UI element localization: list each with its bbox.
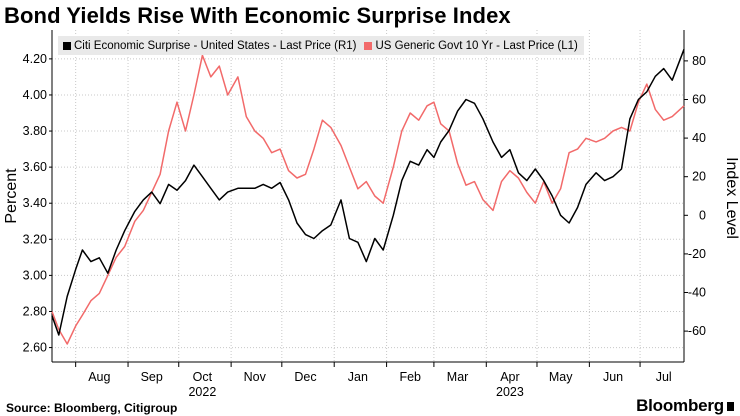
left-tick-label: 3.20	[23, 232, 47, 246]
left-tick-label: 3.80	[23, 124, 47, 138]
x-tick-label: Mar	[447, 370, 469, 384]
year-label: 2023	[496, 385, 524, 399]
x-tick-label: Apr	[500, 370, 519, 384]
right-tick-label: 0	[699, 208, 706, 222]
legend-item-yield: US Generic Govt 10 Yr - Last Price (L1)	[364, 39, 578, 52]
x-tick-label: May	[549, 370, 573, 384]
year-label: 2022	[188, 385, 216, 399]
left-tick-label: 4.00	[23, 88, 47, 102]
x-tick-label: Sep	[141, 370, 163, 384]
x-tick-label: Jul	[656, 370, 672, 384]
legend-swatch-yield	[364, 41, 373, 50]
brand-mark-icon	[727, 402, 734, 411]
right-tick-label: -40	[688, 286, 706, 300]
right-tick-label: 40	[692, 131, 706, 145]
x-tick-label: Aug	[88, 370, 110, 384]
x-tick-label: Jan	[348, 370, 368, 384]
x-axis-ticks: Aug Sep Oct Nov Dec Jan Feb Mar Apr May Jun Jul 2022…	[75, 362, 672, 399]
legend-swatch-citi	[63, 41, 71, 50]
legend-label-citi: Citi Economic Surprise - United States -…	[74, 39, 357, 52]
x-tick-label: Nov	[244, 370, 267, 384]
y-axis-label-left: Percent	[3, 168, 20, 224]
y-axis-label-right: Index Level	[723, 157, 740, 239]
legend-item-citi: Citi Economic Surprise - United States -…	[63, 40, 356, 52]
source-note: Source: Bloomberg, Citigroup	[6, 401, 178, 415]
x-tick-label: Dec	[294, 370, 316, 384]
left-tick-label: 3.40	[23, 196, 47, 210]
citi-surprise-line	[51, 49, 685, 336]
right-tick-label: -60	[688, 324, 706, 338]
chart-title: Bond Yields Rise With Economic Surprise …	[4, 3, 511, 28]
x-tick-label: Jun	[603, 370, 623, 384]
left-axis-ticks: 4.20 4.00 3.80 3.60 3.40 3.20 3.00 2.80 2.60	[23, 52, 52, 355]
legend-label-yield: US Generic Govt 10 Yr - Last Price (L1)	[375, 39, 578, 52]
x-tick-label: Feb	[399, 370, 421, 384]
right-tick-label: 80	[692, 54, 706, 68]
left-tick-label: 3.60	[23, 160, 47, 174]
series-lines	[51, 49, 685, 345]
left-tick-label: 4.20	[23, 52, 47, 66]
right-tick-label: 60	[692, 92, 706, 106]
us-10yr-yield-line	[51, 54, 685, 345]
chart-legend: Citi Economic Surprise - United States -…	[58, 36, 584, 55]
left-tick-label: 2.80	[23, 304, 47, 318]
bloomberg-logo: Bloomberg	[636, 396, 734, 416]
axes	[51, 30, 685, 363]
right-tick-label: -20	[688, 247, 706, 261]
brand-text: Bloomberg	[636, 396, 724, 415]
right-tick-label: 20	[692, 170, 706, 184]
left-tick-label: 3.00	[23, 268, 47, 282]
gridlines	[52, 30, 684, 362]
x-tick-label: Oct	[193, 370, 213, 384]
left-tick-label: 2.60	[23, 341, 47, 355]
right-axis-ticks: 80 60 40 20 0 -20 -40 -60	[684, 54, 706, 338]
